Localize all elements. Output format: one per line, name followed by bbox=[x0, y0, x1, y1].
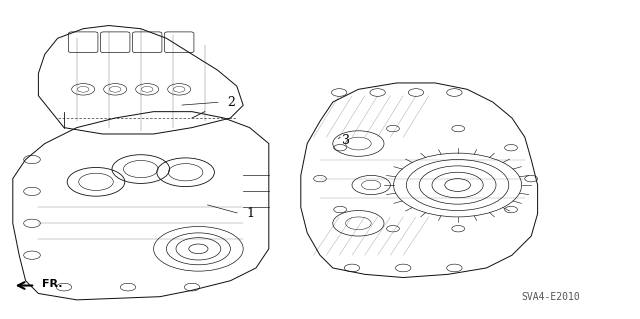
Text: 2: 2 bbox=[227, 96, 235, 108]
Text: 1: 1 bbox=[246, 207, 255, 220]
Text: SVA4-E2010: SVA4-E2010 bbox=[521, 292, 580, 302]
Text: FR.: FR. bbox=[42, 279, 62, 289]
Text: 3: 3 bbox=[342, 134, 351, 147]
